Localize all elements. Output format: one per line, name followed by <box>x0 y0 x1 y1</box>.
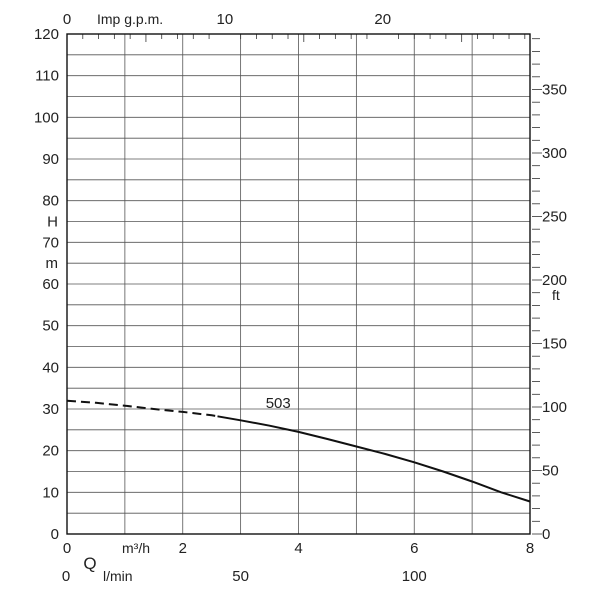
y-tick-label: 0 <box>51 526 59 543</box>
q-symbol-label: Q <box>83 554 96 573</box>
y-tick-label: 70 <box>42 234 59 251</box>
x-top-tick-label: 10 <box>217 11 234 28</box>
x-top-tick-label: 20 <box>374 11 391 28</box>
x-tick-label: 4 <box>294 540 302 557</box>
y-tick-label: 30 <box>42 401 59 418</box>
y-tick-label: 110 <box>35 68 59 85</box>
y-axis-label: m <box>46 255 59 272</box>
y-tick-label: 40 <box>42 359 59 376</box>
x-tick-label: 2 <box>179 540 187 557</box>
y-right-tick-label: 300 <box>542 145 567 162</box>
y-right-tick-label: 100 <box>542 399 567 416</box>
y-right-tick-label: 50 <box>542 463 559 480</box>
y-right-unit-label: ft <box>552 287 560 303</box>
series-layer: 503 <box>66 395 531 503</box>
x-tick-label: 8 <box>526 540 534 557</box>
x-unit-label: m³/h <box>122 540 150 556</box>
grid <box>67 34 530 534</box>
plot-frame <box>66 33 531 535</box>
x-lpm-tick-label: 100 <box>402 568 427 585</box>
y-tick-label: 10 <box>42 484 59 501</box>
series-line <box>217 415 531 503</box>
y-right-tick-label: 0 <box>542 526 550 543</box>
y-axis-label: H <box>47 214 58 231</box>
y-right-tick-label: 150 <box>542 336 567 353</box>
y-right-tick-label: 200 <box>542 272 567 289</box>
x-top-unit-label: Imp g.p.m. <box>97 11 163 27</box>
y-tick-label: 60 <box>42 276 59 293</box>
y-tick-label: 50 <box>42 318 59 335</box>
series-line-dashed <box>66 399 218 418</box>
axis-ticks <box>82 34 542 535</box>
y-right-tick-label: 250 <box>542 209 567 226</box>
x-tick-label: 0 <box>63 540 71 557</box>
x-tick-label: 6 <box>410 540 418 557</box>
x-lpm-tick-label: 0 <box>62 568 70 585</box>
x-top-tick-label: 0 <box>63 11 71 28</box>
y-tick-label: 100 <box>34 109 59 126</box>
y-tick-label: 20 <box>42 443 59 460</box>
x-lpm-tick-label: 50 <box>232 568 249 585</box>
y-right-tick-label: 350 <box>542 82 567 99</box>
series-label: 503 <box>266 395 291 412</box>
x-lpm-unit-label: l/min <box>103 568 133 584</box>
y-tick-label: 90 <box>42 151 59 168</box>
y-tick-label: 120 <box>34 26 59 43</box>
y-tick-label: 80 <box>42 193 59 210</box>
